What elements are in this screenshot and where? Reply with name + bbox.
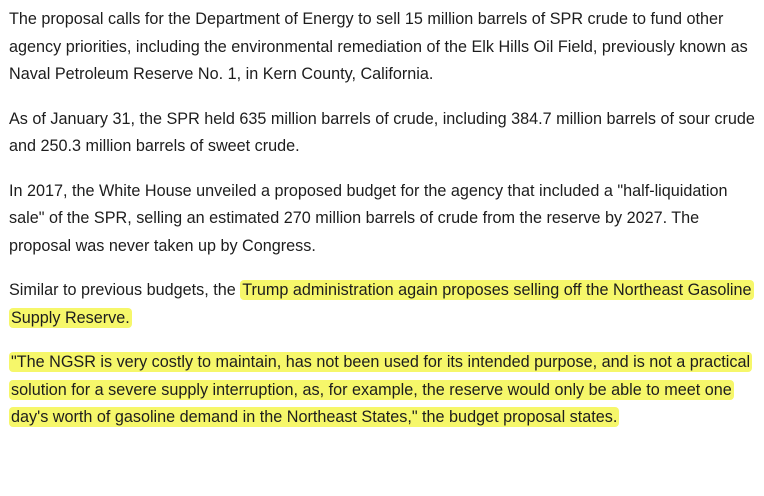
paragraph-ngsr-quote: "The NGSR is very costly to maintain, ha… [9,349,759,432]
paragraph-lead-text: Similar to previous budgets, the [9,281,241,299]
paragraph-spr-inventory: As of January 31, the SPR held 635 milli… [9,109,755,156]
paragraph-2017-budget: In 2017, the White House unveiled a prop… [9,181,728,255]
article-body: The proposal calls for the Department of… [9,6,759,449]
paragraph-spr-sale-proposal: The proposal calls for the Department of… [9,10,748,83]
paragraph-ngsr-proposal: Similar to previous budgets, the Trump a… [9,277,759,332]
highlighted-quote: "The NGSR is very costly to maintain, ha… [9,352,753,427]
